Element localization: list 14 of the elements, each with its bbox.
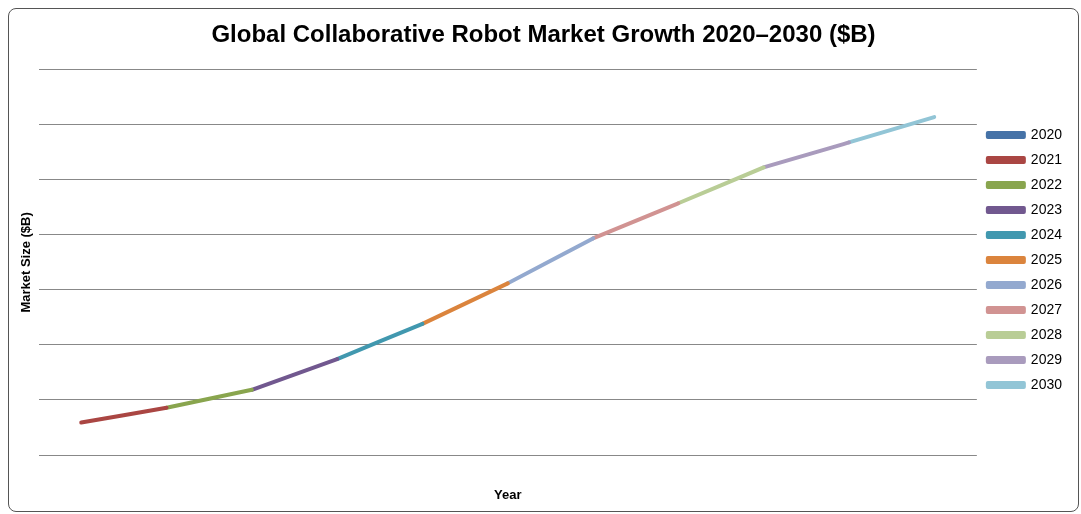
y-axis-title: Market Size ($B) bbox=[18, 212, 34, 313]
legend-label: 2029 bbox=[1030, 350, 1063, 367]
legend-label: 2024 bbox=[1030, 225, 1063, 242]
legend-label: 2025 bbox=[1030, 250, 1063, 267]
legend-label: 2026 bbox=[1030, 275, 1063, 292]
x-axis-title: Year bbox=[493, 486, 522, 502]
legend-label: 2022 bbox=[1030, 175, 1063, 192]
chart-title: Global Collaborative Robot Market Growth 2020–2030 ($B) bbox=[211, 20, 876, 48]
legend-label: 2030 bbox=[1030, 375, 1063, 392]
legend-label: 2020 bbox=[1030, 125, 1063, 142]
legend-label: 2021 bbox=[1030, 150, 1063, 167]
legend-label: 2023 bbox=[1030, 200, 1063, 217]
legend-label: 2028 bbox=[1030, 325, 1063, 342]
legend-label: 2027 bbox=[1030, 300, 1063, 317]
